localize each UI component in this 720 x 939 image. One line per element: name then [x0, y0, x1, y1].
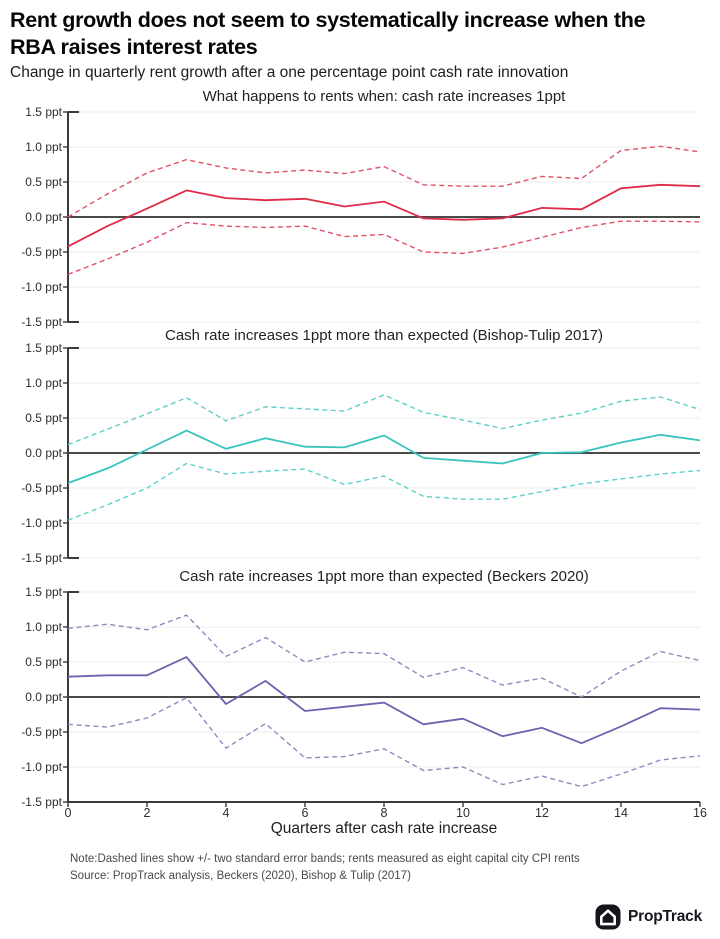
y-tick-label: 0.0 ppt	[25, 210, 62, 224]
y-tick-label: 1.0 ppt	[25, 620, 62, 634]
x-tick-label: 12	[535, 806, 549, 820]
chart-note: Note:Dashed lines show +/- two standard …	[70, 853, 580, 865]
chart-subtitle: Change in quarterly rent growth after a …	[10, 64, 569, 81]
y-tick-label: -0.5 ppt	[21, 245, 62, 259]
y-tick-label: 1.0 ppt	[25, 140, 62, 154]
x-tick-label: 2	[143, 806, 151, 820]
panel-3-title: Cash rate increases 1ppt more than expec…	[179, 568, 589, 585]
x-tick-label: 4	[222, 806, 230, 820]
chart-source: Source: PropTrack analysis, Beckers (202…	[70, 870, 411, 882]
y-tick-label: -0.5 ppt	[21, 481, 62, 495]
x-tick-label: 8	[380, 806, 388, 820]
brand-name: PropTrack	[627, 908, 702, 925]
panel-3-error-band	[67, 697, 701, 788]
panel-3-error-band	[67, 614, 701, 698]
x-axis-title: Quarters after cash rate increase	[270, 820, 498, 837]
y-tick-label: 0.5 ppt	[25, 175, 62, 189]
y-tick-label: -1.0 ppt	[21, 760, 62, 774]
house-icon	[595, 904, 621, 930]
y-tick-label: -1.5 ppt	[21, 551, 62, 565]
x-tick-label: 6	[301, 806, 309, 820]
chart-title-line-1: Rent growth does not seem to systematica…	[10, 8, 646, 32]
y-tick-label: 1.5 ppt	[25, 105, 62, 119]
y-tick-label: 1.5 ppt	[25, 341, 62, 355]
panel-2-error-band	[67, 462, 701, 521]
y-tick-label: -1.5 ppt	[21, 795, 62, 809]
proptrack-logo: PropTrack	[595, 904, 702, 930]
y-tick-label: -1.0 ppt	[21, 280, 62, 294]
x-tick-label: 14	[614, 806, 628, 820]
panel-2-title: Cash rate increases 1ppt more than expec…	[164, 327, 604, 344]
panel-1-error-band	[67, 220, 701, 276]
y-tick-label: -0.5 ppt	[21, 725, 62, 739]
y-tick-label: 0.0 ppt	[25, 446, 62, 460]
y-tick-label: -1.0 ppt	[21, 516, 62, 530]
x-tick-label: 16	[693, 806, 707, 820]
panel-2-error-band	[67, 394, 701, 446]
panel-2-response-line	[67, 429, 701, 484]
y-tick-label: 1.0 ppt	[25, 376, 62, 390]
panel-3-response-line	[67, 656, 701, 745]
y-tick-label: 0.5 ppt	[25, 655, 62, 669]
y-tick-label: 0.5 ppt	[25, 411, 62, 425]
x-tick-label: 10	[456, 806, 470, 820]
y-tick-label: 1.5 ppt	[25, 585, 62, 599]
chart-title-line-2: RBA raises interest rates	[10, 35, 258, 59]
panel-1-response-line	[67, 183, 701, 248]
panel-1-error-band	[67, 145, 701, 218]
y-tick-label: -1.5 ppt	[21, 315, 62, 329]
chart-title: Rent growth does not seem to systematica…	[10, 7, 716, 61]
y-tick-label: 0.0 ppt	[25, 690, 62, 704]
x-tick-label: 0	[64, 806, 72, 820]
panel-1-title: What happens to rents when: cash rate in…	[202, 88, 566, 105]
